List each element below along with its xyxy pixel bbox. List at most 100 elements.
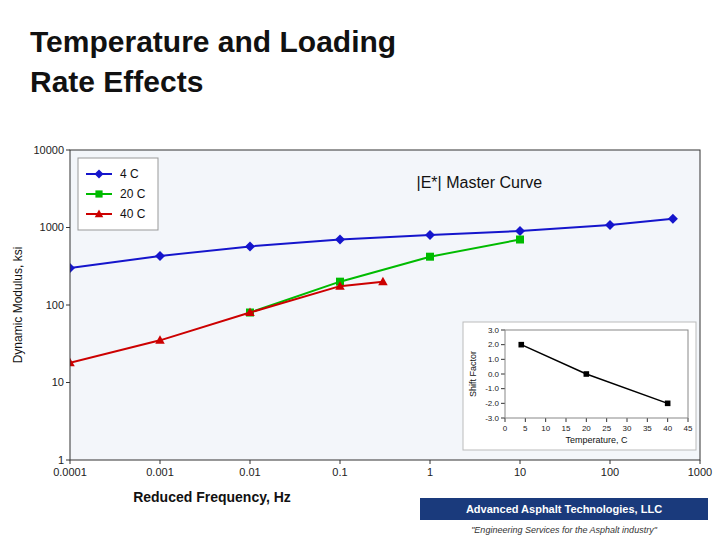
y-tick-label: 1.0 bbox=[488, 355, 500, 364]
subtitle: Rate Effects bbox=[30, 65, 203, 98]
legend-marker bbox=[95, 170, 104, 179]
legend-marker bbox=[95, 190, 102, 197]
y-tick bbox=[501, 359, 505, 360]
series-marker bbox=[245, 308, 255, 317]
series-marker bbox=[516, 236, 524, 244]
series-marker bbox=[155, 335, 165, 344]
x-tick-label: 0.0001 bbox=[53, 466, 87, 478]
x-tick bbox=[520, 460, 521, 464]
x-tick bbox=[250, 460, 251, 464]
y-tick-label: 10000 bbox=[33, 144, 64, 156]
chart-0: 0.00010.0010.010.11101001000110100100010… bbox=[11, 25, 712, 535]
x-tick-label: 35 bbox=[643, 424, 652, 433]
x-tick bbox=[627, 418, 628, 422]
series-marker bbox=[335, 281, 345, 290]
legend: 4 C 20 C 40 C bbox=[78, 158, 158, 230]
y-tick-label: 1 bbox=[58, 454, 64, 466]
series-line bbox=[70, 282, 383, 363]
x-tick-label: 5 bbox=[523, 424, 528, 433]
x-tick-label: 10 bbox=[541, 424, 550, 433]
y-tick bbox=[66, 227, 70, 228]
x-tick-label: 20 bbox=[582, 424, 591, 433]
y-tick-label: 100 bbox=[46, 299, 64, 311]
legend-label: 40 C bbox=[120, 207, 146, 221]
x-tick bbox=[340, 460, 341, 464]
plot-marks bbox=[518, 342, 670, 406]
series-marker bbox=[425, 230, 435, 240]
y-tick bbox=[501, 403, 505, 404]
legend-label: 20 C bbox=[120, 187, 146, 201]
chart-root: 0.00010.0010.010.11101001000110100100010… bbox=[0, 0, 720, 540]
annotation: |E*| Master Curve bbox=[417, 174, 543, 191]
plot-frame bbox=[505, 330, 688, 418]
y-tick bbox=[66, 382, 70, 383]
y-tick-label: 0.0 bbox=[488, 370, 500, 379]
x-tick-label: 0 bbox=[503, 424, 508, 433]
x-tick bbox=[525, 418, 526, 422]
title: Temperature and Loading bbox=[30, 25, 396, 58]
y-axis-label: Dynamic Modulus, ksi bbox=[11, 247, 25, 364]
series-marker bbox=[605, 220, 615, 230]
series-marker bbox=[378, 277, 388, 286]
series-marker bbox=[665, 401, 671, 407]
x-tick bbox=[606, 418, 607, 422]
y-axis-label: Shift Factor bbox=[468, 351, 478, 397]
y-tick bbox=[501, 330, 505, 331]
x-tick-label: 100 bbox=[601, 466, 619, 478]
series-marker bbox=[70, 263, 75, 273]
y-tick-label: 2.0 bbox=[488, 340, 500, 349]
y-tick bbox=[501, 344, 505, 345]
y-tick-label: 10 bbox=[52, 376, 64, 388]
legend-marker bbox=[95, 210, 104, 218]
y-tick-label: -2.0 bbox=[485, 399, 499, 408]
x-tick bbox=[566, 418, 567, 422]
series-marker bbox=[155, 251, 165, 261]
y-tick bbox=[501, 418, 505, 419]
series-marker bbox=[426, 253, 434, 261]
x-tick-label: 1 bbox=[427, 466, 433, 478]
series-marker bbox=[584, 371, 590, 377]
y-tick-label: 1000 bbox=[40, 221, 64, 233]
plot-area bbox=[505, 330, 688, 418]
x-tick-label: 0.001 bbox=[146, 466, 174, 478]
legend-box bbox=[78, 158, 158, 230]
y-tick-label: -3.0 bbox=[485, 414, 499, 423]
y-tick bbox=[501, 374, 505, 375]
logo-bar bbox=[420, 498, 708, 520]
plot-area bbox=[70, 150, 700, 460]
x-tick bbox=[700, 460, 701, 464]
y-tick-label: -1.0 bbox=[485, 384, 499, 393]
legend-label: 4 C bbox=[120, 167, 139, 181]
x-tick bbox=[70, 460, 71, 464]
x-tick-label: 0.01 bbox=[239, 466, 260, 478]
x-tick bbox=[688, 418, 689, 422]
x-tick bbox=[647, 418, 648, 422]
x-tick bbox=[505, 418, 506, 422]
x-axis-label: Temperature, C bbox=[565, 435, 628, 445]
y-tick bbox=[66, 150, 70, 151]
series-line bbox=[70, 219, 673, 268]
x-axis-label: Reduced Frequency, Hz bbox=[133, 489, 291, 505]
x-tick-label: 40 bbox=[663, 424, 672, 433]
series-marker bbox=[335, 235, 345, 245]
x-tick-label: 1000 bbox=[688, 466, 712, 478]
x-tick bbox=[667, 418, 668, 422]
x-tick-label: 30 bbox=[623, 424, 632, 433]
series-marker bbox=[515, 226, 525, 236]
inset-background bbox=[463, 322, 696, 450]
series-marker bbox=[668, 214, 678, 224]
y-tick-label: 3.0 bbox=[488, 326, 500, 335]
series-marker bbox=[518, 342, 524, 348]
y-tick bbox=[501, 388, 505, 389]
x-tick-label: 15 bbox=[562, 424, 571, 433]
plot-frame bbox=[70, 150, 700, 460]
y-tick bbox=[66, 460, 70, 461]
x-tick bbox=[430, 460, 431, 464]
x-tick-label: 10 bbox=[514, 466, 526, 478]
x-tick bbox=[586, 418, 587, 422]
series-marker bbox=[245, 241, 255, 251]
x-tick-label: 0.1 bbox=[332, 466, 347, 478]
tagline: "Engineering Services for the Asphalt in… bbox=[471, 525, 657, 535]
x-tick-label: 25 bbox=[602, 424, 611, 433]
x-tick-label: 45 bbox=[684, 424, 693, 433]
